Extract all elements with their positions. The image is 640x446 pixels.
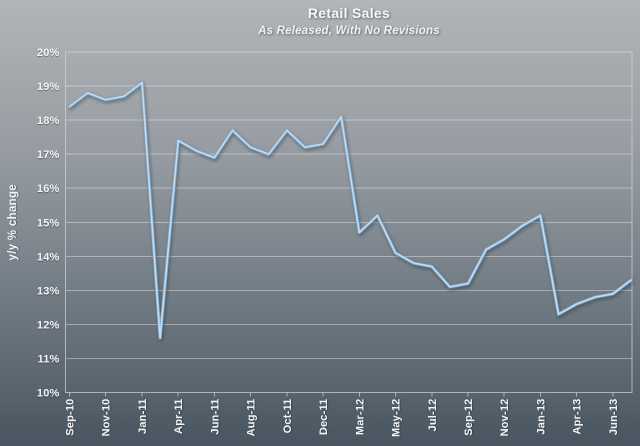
y-tick-label: 20%	[37, 47, 60, 59]
x-tick-label: Sep-10	[65, 399, 77, 436]
y-tick-label: 18%	[37, 115, 60, 127]
x-tick-label: Dec-11	[318, 399, 330, 436]
x-tick-label: Jan-13	[535, 399, 547, 435]
y-tick-label: 17%	[37, 149, 60, 161]
x-tick-label: Nov-10	[101, 399, 113, 437]
x-tick-label: Apr-13	[572, 399, 584, 435]
x-tick-label: Jun-11	[209, 399, 221, 435]
y-tick-label: 13%	[37, 285, 60, 297]
x-tick-label: Oct-11	[282, 399, 294, 434]
x-tick-label: Nov-12	[499, 399, 511, 437]
y-tick-label: 16%	[37, 183, 60, 195]
x-tick-label: Apr-11	[173, 399, 185, 434]
y-tick-label: 19%	[37, 81, 60, 93]
y-tick-label: 10%	[37, 388, 60, 400]
x-tick-label: May-12	[391, 399, 403, 438]
x-tick-label: Mar-12	[354, 399, 366, 436]
x-tick-label: Jun-13	[608, 399, 620, 436]
data-line	[67, 80, 633, 340]
x-tick-label: Sep-12	[463, 399, 475, 436]
y-tick-label: 14%	[37, 251, 60, 263]
x-tick-label: Jan-11	[137, 399, 149, 434]
y-tick-label: 15%	[37, 217, 60, 229]
y-tick-label: 11%	[37, 353, 59, 365]
x-tick-label: Jul-12	[427, 399, 439, 432]
x-tick-label: Aug-11	[246, 399, 258, 437]
plot-border	[65, 51, 633, 393]
data-line-highlight	[68, 81, 632, 339]
y-axis-title: y/y % change	[7, 184, 19, 260]
y-tick-label: 12%	[37, 319, 60, 331]
